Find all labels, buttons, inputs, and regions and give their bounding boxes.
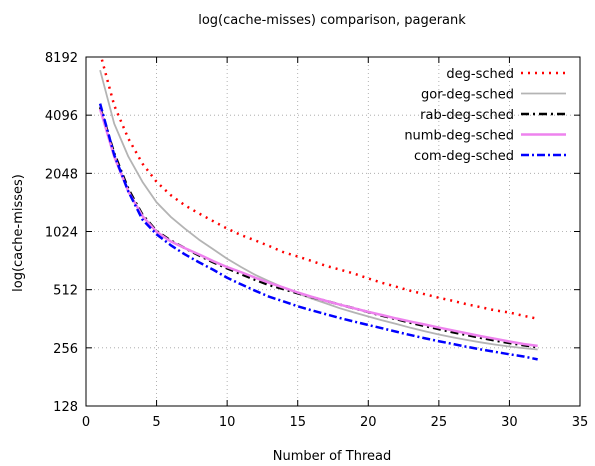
y-tick-label: 2048 [45, 167, 78, 182]
series-line-gor-deg-sched [99, 69, 538, 351]
x-tick-label: 35 [572, 415, 589, 430]
x-tick-label: 15 [289, 415, 306, 430]
y-tick-label: 8192 [45, 51, 78, 66]
series-lines [98, 57, 538, 361]
y-axis-title: log(cache-misses) [11, 174, 26, 292]
series-line-deg-sched [99, 57, 538, 320]
legend: deg-sched gor-deg-sched rab-deg-sched numb-… [404, 67, 566, 164]
series-line-numb-deg-sched [98, 108, 538, 348]
x-tick-label: 10 [219, 415, 236, 430]
axis-ticks: 0 5 10 15 20 25 30 35 128 256 512 1024 2048 4096 8192 [45, 51, 588, 430]
legend-label-gor-deg-sched: gor-deg-sched [421, 88, 514, 103]
legend-label-rab-deg-sched: rab-deg-sched [420, 108, 514, 123]
x-tick-label: 20 [360, 415, 377, 430]
x-axis-title: Number of Thread [273, 449, 391, 464]
plot-frame [85, 56, 581, 407]
x-tick-label: 30 [501, 415, 518, 430]
y-tick-label: 128 [53, 400, 78, 415]
y-tick-label: 512 [53, 284, 78, 299]
legend-label-deg-sched: deg-sched [446, 67, 514, 82]
legend-label-numb-deg-sched: numb-deg-sched [404, 129, 514, 144]
y-tick-label: 256 [53, 342, 78, 357]
x-tick-label: 5 [152, 415, 160, 430]
legend-label-com-deg-sched: com-deg-sched [414, 149, 514, 164]
chart-title: log(cache-misses) comparison, pagerank [198, 13, 466, 28]
y-tick-label: 4096 [45, 109, 78, 124]
x-tick-label: 25 [431, 415, 448, 430]
series-line-com-deg-sched [98, 103, 538, 361]
y-tick-label: 1024 [45, 226, 78, 241]
x-tick-label: 0 [82, 415, 90, 430]
